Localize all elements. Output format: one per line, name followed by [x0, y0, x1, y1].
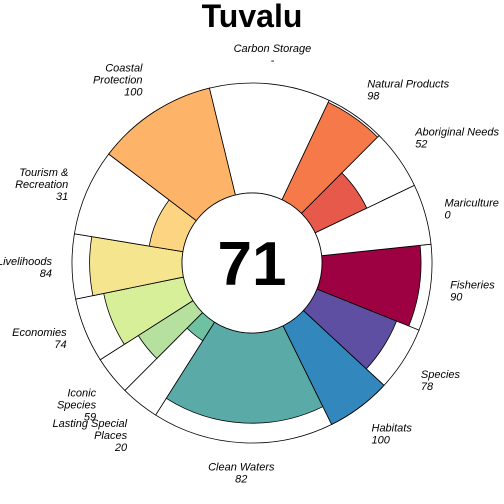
label-fisheries: Fisheries 90 [450, 280, 495, 304]
label-name-natural-products: Natural Products [367, 79, 449, 91]
label-coastal-protection: Coastal Protection 100 [93, 63, 143, 99]
label-carbon-storage: Carbon Storage - [234, 43, 312, 67]
petal-group [71, 82, 433, 444]
label-name-tourism-recreation: Recreation [15, 179, 68, 191]
label-clean-waters: Clean Waters 82 [208, 462, 275, 486]
label-name-aboriginal-needs: Aboriginal Needs [414, 126, 499, 138]
label-name-carbon-storage: Carbon Storage [234, 43, 312, 55]
label-value-fisheries: 90 [450, 292, 463, 304]
label-name-economies: Economies [12, 327, 67, 339]
center-score: 71 [218, 230, 287, 299]
label-tourism-recreation: Tourism & Recreation 31 [15, 167, 68, 203]
label-value-mariculture: 0 [445, 210, 452, 222]
label-name-habitats: Habitats [372, 422, 413, 434]
label-natural-products: Natural Products 98 [367, 79, 449, 103]
label-livelihoods: Livelihoods 84 [0, 256, 52, 280]
chart-title: Tuvalu [202, 0, 303, 34]
label-name-livelihoods: Livelihoods [0, 256, 52, 268]
label-value-clean-waters: 82 [235, 474, 247, 486]
label-name-tourism-recreation: Tourism & [19, 167, 68, 179]
label-name-iconic-species: Iconic [67, 387, 96, 399]
label-name-coastal-protection: Protection [93, 75, 143, 87]
label-name-coastal-protection: Coastal [105, 63, 143, 75]
label-name-mariculture: Mariculture [445, 198, 499, 210]
label-value-lasting-special-places: 20 [114, 442, 128, 454]
label-value-natural-products: 98 [367, 91, 380, 103]
label-value-tourism-recreation: 31 [56, 191, 68, 203]
label-value-aboriginal-needs: 52 [415, 138, 427, 150]
label-species: Species 78 [421, 369, 461, 393]
label-value-species: 78 [421, 381, 434, 393]
label-value-iconic-species: 59 [84, 411, 96, 423]
label-value-coastal-protection: 100 [124, 87, 143, 99]
label-value-habitats: 100 [372, 434, 391, 446]
center-hole [181, 192, 323, 334]
label-habitats: Habitats 100 [372, 422, 413, 446]
label-name-lasting-special-places: Places [94, 430, 128, 442]
label-name-iconic-species: Species [57, 399, 97, 411]
label-value-economies: 74 [54, 339, 66, 351]
label-name-clean-waters: Clean Waters [208, 462, 275, 474]
label-economies: Economies 74 [12, 327, 67, 351]
label-iconic-species: Iconic Species 59 [57, 387, 97, 423]
label-value-carbon-storage: - [271, 55, 275, 67]
label-lasting-special-places: Lasting Special Places 20 [52, 418, 127, 454]
label-name-fisheries: Fisheries [450, 280, 495, 292]
label-value-livelihoods: 84 [40, 268, 52, 280]
label-name-lasting-special-places: Lasting Special [52, 418, 127, 430]
label-aboriginal-needs: Aboriginal Needs 52 [414, 126, 499, 150]
label-mariculture: Mariculture 0 [445, 198, 499, 222]
label-name-species: Species [421, 369, 461, 381]
